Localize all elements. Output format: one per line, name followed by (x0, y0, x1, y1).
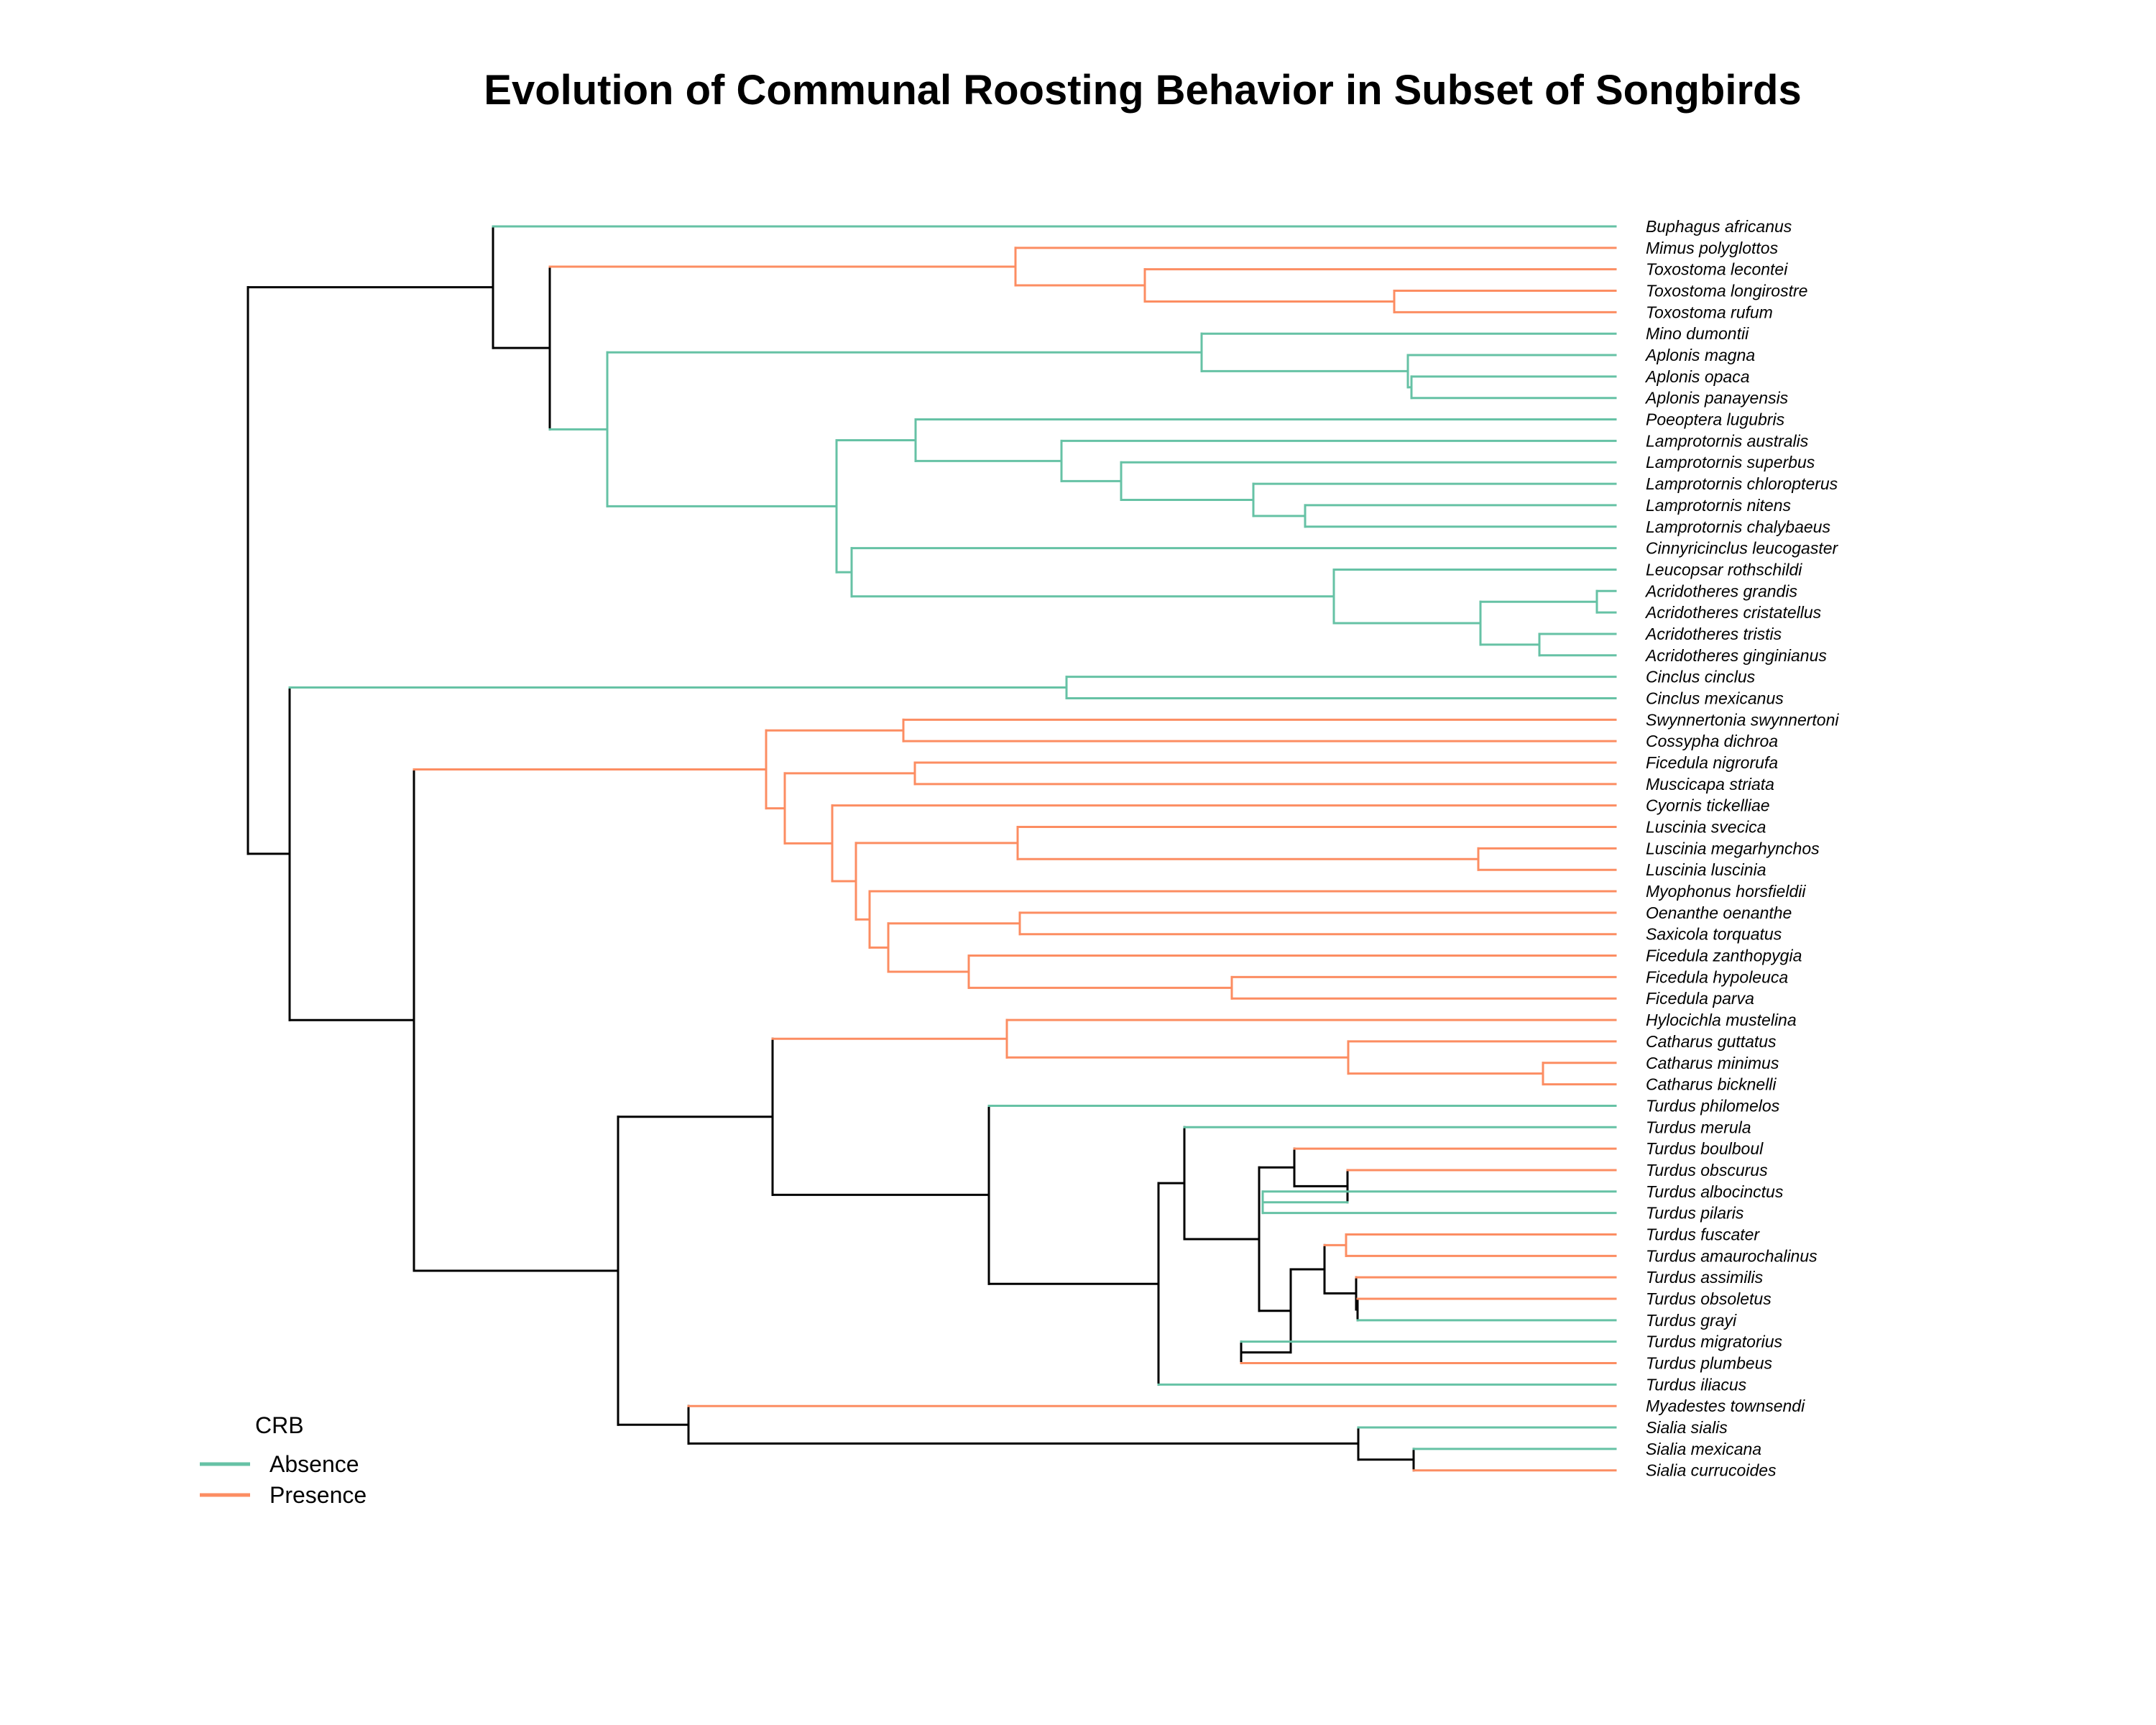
tip-label: Ficedula zanthopygia (1646, 947, 1802, 965)
tip-label: Turdus albocinctus (1646, 1182, 1784, 1201)
tip-label: Hylocichla mustelina (1646, 1011, 1797, 1029)
tip-label: Turdus plumbeus (1646, 1354, 1772, 1373)
tip-label: Oenanthe oenanthe (1646, 903, 1792, 922)
legend: CRB Absence Presence (200, 1412, 367, 1508)
tip-label: Lamprotornis australis (1646, 431, 1809, 450)
tip-label: Turdus obsoletus (1646, 1289, 1772, 1308)
tip-label: Aplonis opaca (1644, 367, 1750, 386)
tip-label: Ficedula nigrorufa (1646, 753, 1778, 772)
tip-label: Acridotheres grandis (1644, 581, 1797, 600)
tip-label: Toxostoma longirostre (1646, 282, 1807, 300)
tip-label: Cinnyricinclus leucogaster (1646, 539, 1839, 558)
tip-label: Cinclus cinclus (1646, 668, 1756, 686)
tip-label: Turdus fuscater (1646, 1225, 1760, 1243)
tip-label: Turdus grayi (1646, 1311, 1737, 1330)
tip-label: Catharus bicknelli (1646, 1075, 1777, 1094)
tip-label: Leucopsar rothschildi (1646, 560, 1802, 579)
tip-label: Lamprotornis superbus (1646, 453, 1815, 472)
tip-label: Acridotheres ginginianus (1644, 646, 1827, 665)
tip-label: Cinclus mexicanus (1646, 689, 1784, 707)
tip-label: Myadestes townsendi (1646, 1397, 1805, 1415)
legend-label-absence: Absence (270, 1451, 359, 1477)
tip-label: Ficedula hypoleuca (1646, 967, 1788, 986)
tip-label: Swynnertonia swynnertoni (1646, 710, 1839, 729)
tip-label: Lamprotornis chalybaeus (1646, 518, 1830, 536)
tip-label: Turdus amaurochalinus (1646, 1246, 1818, 1265)
tip-label: Turdus iliacus (1646, 1375, 1747, 1394)
tip-label: Cossypha dichroa (1646, 732, 1778, 750)
tip-label: Luscinia megarhynchos (1646, 839, 1820, 857)
tip-label: Sialia sialis (1646, 1418, 1728, 1437)
tip-label: Lamprotornis chloropterus (1646, 474, 1838, 493)
tip-label: Toxostoma lecontei (1646, 260, 1788, 279)
tip-label: Myophonus horsfieldii (1646, 882, 1806, 901)
tip-label: Aplonis panayensis (1644, 389, 1789, 408)
tip-label: Turdus philomelos (1646, 1096, 1780, 1115)
tip-label: Turdus migratorius (1646, 1333, 1783, 1351)
tip-label: Catharus guttatus (1646, 1032, 1777, 1051)
tip-label: Mimus polyglottos (1646, 239, 1779, 257)
tip-label: Acridotheres tristis (1644, 625, 1782, 643)
tip-label: Turdus assimilis (1646, 1268, 1764, 1287)
tip-label: Toxostoma rufum (1646, 303, 1773, 321)
tip-label: Mino dumontii (1646, 324, 1749, 343)
tip-label: Muscicapa striata (1646, 775, 1774, 794)
tip-label: Sialia mexicana (1646, 1440, 1761, 1458)
tip-labels: Buphagus africanus Mimus polyglottos Toxos… (1644, 217, 1839, 1480)
tip-label: Turdus boulboul (1646, 1139, 1764, 1158)
tip-label: Ficedula parva (1646, 989, 1754, 1008)
legend-label-presence: Presence (270, 1482, 367, 1508)
tip-label: Sialia currucoides (1646, 1461, 1777, 1480)
tip-label: Luscinia luscinia (1646, 860, 1766, 879)
tip-label: Catharus minimus (1646, 1054, 1779, 1072)
tip-label: Poeoptera lugubris (1646, 410, 1785, 429)
tip-label: Turdus merula (1646, 1118, 1751, 1136)
tip-label: Lamprotornis nitens (1646, 496, 1791, 515)
tip-label: Cyornis tickelliae (1646, 796, 1770, 815)
tip-label: Saxicola torquatus (1646, 925, 1782, 944)
tip-label: Turdus pilaris (1646, 1204, 1744, 1223)
tip-label: Turdus obscurus (1646, 1161, 1768, 1179)
tip-label: Aplonis magna (1644, 346, 1755, 364)
legend-title: CRB (255, 1412, 304, 1438)
tip-label: Buphagus africanus (1646, 217, 1792, 236)
tip-label: Luscinia svecica (1646, 818, 1766, 837)
phylogenetic-tree (247, 225, 1617, 1472)
tip-label: Acridotheres cristatellus (1644, 603, 1822, 622)
figure-title: Evolution of Communal Roosting Behavior … (484, 67, 1801, 114)
